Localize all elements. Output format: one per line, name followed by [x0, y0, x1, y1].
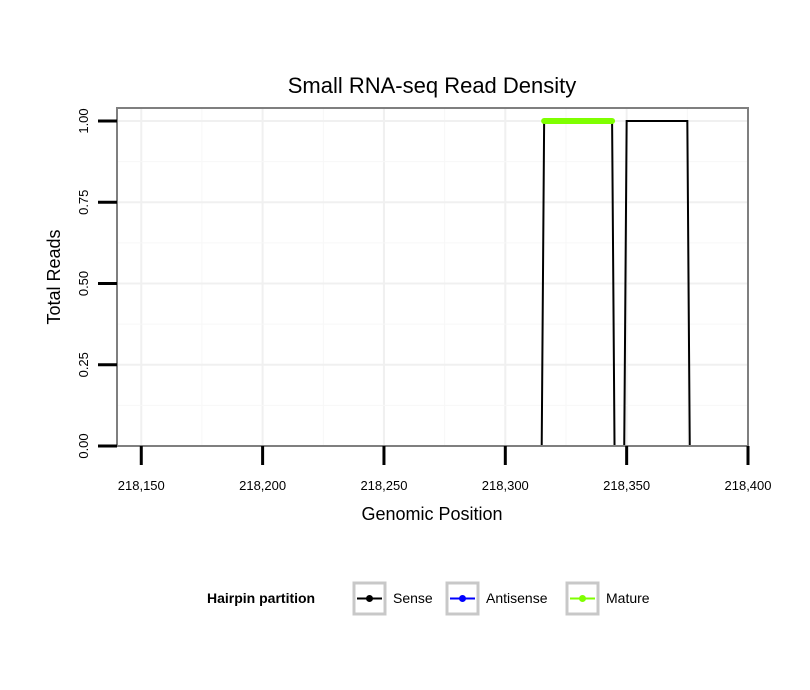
- y-tick-label: 1.00: [76, 108, 91, 133]
- legend-label-mature: Mature: [606, 590, 650, 606]
- x-tick-label: 218,400: [725, 478, 772, 493]
- legend-label-sense: Sense: [393, 590, 433, 606]
- y-tick-label: 0.50: [76, 271, 91, 296]
- legend-title: Hairpin partition: [207, 590, 315, 606]
- x-tick-label: 218,350: [603, 478, 650, 493]
- y-tick-label: 0.75: [76, 190, 91, 215]
- x-axis-title: Genomic Position: [361, 504, 502, 524]
- x-tick-label: 218,250: [360, 478, 407, 493]
- x-axis: 218,150 218,200 218,250 218,300 218,350 218,4…: [118, 446, 772, 493]
- x-tick-label: 218,150: [118, 478, 165, 493]
- y-axis-title: Total Reads: [44, 229, 64, 324]
- plot-panel: [117, 108, 748, 446]
- chart-title: Small RNA-seq Read Density: [288, 73, 577, 98]
- y-axis: 0.00 0.25 0.50 0.75 1.00: [76, 108, 117, 459]
- plot-panel-border: [116, 107, 749, 447]
- legend-key-point: [366, 595, 373, 602]
- y-tick-label: 0.25: [76, 352, 91, 377]
- legend-key-point: [579, 595, 586, 602]
- legend: Hairpin partition Sense Antisense Mature: [207, 581, 650, 616]
- legend-key-point: [459, 595, 466, 602]
- x-tick-label: 218,200: [239, 478, 286, 493]
- x-tick-label: 218,300: [482, 478, 529, 493]
- legend-label-antisense: Antisense: [486, 590, 548, 606]
- y-tick-label: 0.00: [76, 433, 91, 458]
